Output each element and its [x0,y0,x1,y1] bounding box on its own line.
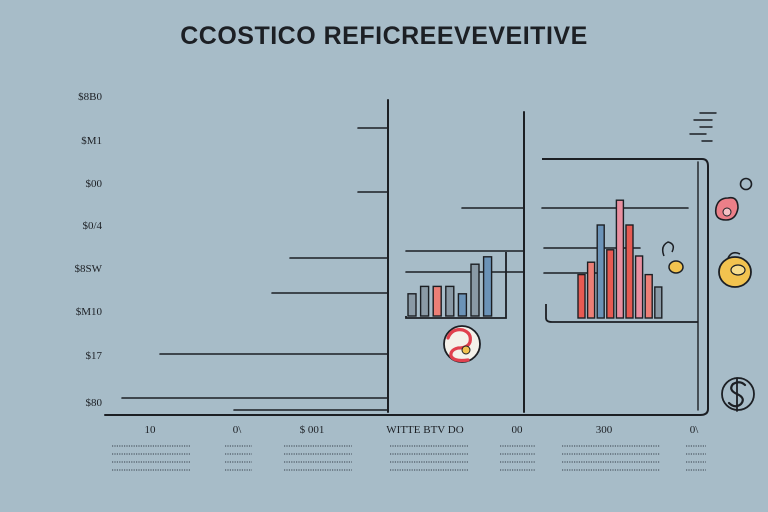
y-tick-label: $00 [85,178,103,190]
bar [654,286,663,319]
bar [577,273,586,319]
bar-group-b [545,199,698,323]
bar [482,256,493,317]
y-tick-label: $8B0 [78,91,102,103]
bar [419,285,430,317]
coin-dot [461,345,471,355]
motion-lines-icon [689,112,717,142]
y-tick-label: $0/4 [82,220,102,232]
bar [596,224,605,319]
bar [606,249,615,319]
x-tick-label: 0\ [232,424,242,436]
bar [625,224,634,319]
bar [470,263,480,317]
x-tick-label: 00 [511,424,523,436]
bar [634,255,644,319]
bag-shine [730,264,746,276]
chart-title: CCOSTICO REFICREEVEVEITIVE [180,22,588,50]
bubble-icon [739,177,753,191]
chart-frame [104,99,709,416]
coin-small-icon [668,260,684,274]
bar [407,293,417,317]
heart-dot [722,207,732,217]
bag-knot [727,251,741,259]
money-bag-icon [718,251,752,288]
y-tick-label: $M10 [75,306,102,318]
dollar-coin-icon [443,325,481,363]
bar [445,285,455,317]
bar-group-frame [405,252,507,319]
y-tick-label: $80 [85,397,103,409]
bar-group-frame [545,304,698,323]
bar [615,199,625,319]
x-tick-label: 300 [595,424,613,436]
dollar-circle [721,377,755,411]
bar [432,285,442,317]
dollar-icon [721,377,755,412]
decorations [112,112,755,471]
bar [586,261,596,319]
bar-group-a [405,252,507,319]
x-tick-label: $ 001 [299,424,325,436]
bar [457,293,468,317]
y-tick-label: $M1 [81,135,102,147]
bar [644,273,653,319]
x-tick-label: WITTE BTV DO [386,424,464,436]
right-panel-border [542,158,709,416]
heart-icon [714,196,739,221]
x-tick-label: 0\ [689,424,699,436]
y-tick-label: $17 [85,350,103,362]
swirl-icon [661,241,675,257]
x-tick-label: 10 [144,424,156,436]
y-tick-label: $8SW [74,263,103,275]
